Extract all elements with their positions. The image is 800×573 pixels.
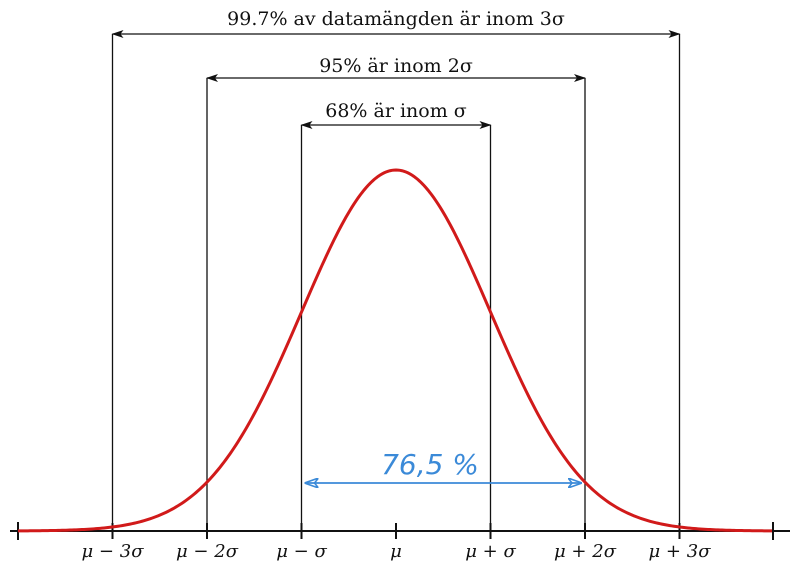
normal-distribution-curve — [17, 168, 773, 533]
sigma-lines — [111, 34, 681, 531]
axis-label-plus-3-sigma: μ + 3σ — [649, 541, 712, 562]
range-label-2-sigma: 95% är inom 2σ — [319, 55, 473, 77]
axis-label-minus-1-sigma: μ − σ — [276, 541, 327, 562]
axis-label-mu: μ — [390, 541, 402, 562]
range-arrows — [111, 30, 681, 129]
axis-ticks — [111, 523, 681, 539]
axis-label-plus-2-sigma: μ + 2σ — [554, 541, 617, 562]
annotation-label: 76,5 % — [381, 448, 479, 481]
axis-label-minus-3-sigma: μ − 3σ — [82, 541, 145, 562]
axis-label-plus-1-sigma: μ + σ — [465, 541, 516, 562]
range-label-1-sigma: 68% är inom σ — [325, 100, 467, 122]
axis-label-minus-2-sigma: μ − 2σ — [176, 541, 239, 562]
range-label-3-sigma: 99.7% av datamängden är inom 3σ — [227, 8, 565, 30]
axis-labels: μ − 3σ μ − 2σ μ − σ μ μ + σ μ + 2σ μ + 3… — [82, 541, 712, 562]
